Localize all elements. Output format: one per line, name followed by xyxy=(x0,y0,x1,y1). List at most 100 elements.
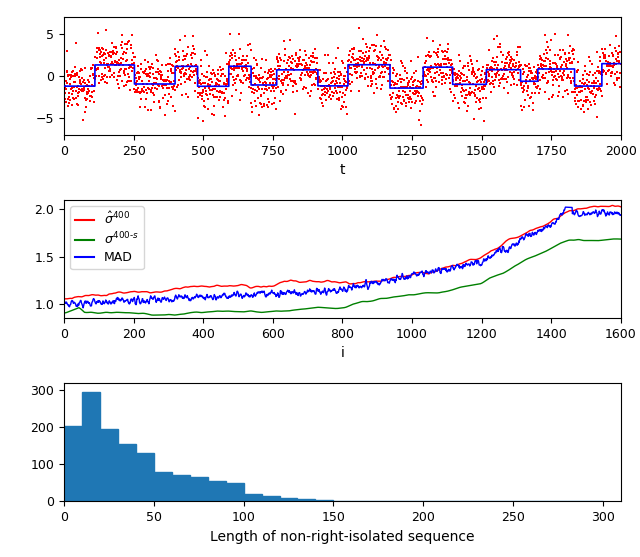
Point xyxy=(198,79,208,87)
Point xyxy=(548,80,558,89)
Point xyxy=(582,105,593,114)
Point xyxy=(461,94,471,103)
Point xyxy=(420,71,430,80)
Point xyxy=(140,55,150,64)
Point xyxy=(593,86,603,95)
Point xyxy=(349,61,359,70)
Point xyxy=(248,81,258,90)
Point xyxy=(549,67,559,76)
Point xyxy=(492,32,502,41)
Point xyxy=(302,68,312,77)
Point xyxy=(312,70,322,79)
Point xyxy=(97,75,108,84)
Point xyxy=(108,50,118,58)
Point xyxy=(268,66,278,75)
Point xyxy=(511,58,521,67)
Point xyxy=(296,59,307,68)
Point xyxy=(360,52,370,61)
Point xyxy=(537,73,547,82)
Point xyxy=(445,87,456,96)
Point xyxy=(526,92,536,101)
Point xyxy=(100,63,111,72)
Point xyxy=(377,68,387,77)
Point xyxy=(68,93,78,102)
Point xyxy=(172,48,182,57)
Point xyxy=(484,69,494,78)
Point xyxy=(151,74,161,82)
Point xyxy=(566,58,577,67)
Point xyxy=(110,60,120,69)
Point xyxy=(266,86,276,95)
Point xyxy=(390,80,400,89)
Point xyxy=(76,77,86,86)
Point xyxy=(447,65,458,74)
Point xyxy=(430,59,440,68)
Point xyxy=(308,49,318,58)
Point xyxy=(330,70,340,79)
Point xyxy=(239,62,249,71)
Point xyxy=(319,84,330,92)
Bar xyxy=(64,426,82,501)
Point xyxy=(560,86,570,95)
Point xyxy=(247,102,257,111)
Point xyxy=(276,87,286,96)
Point xyxy=(422,34,432,43)
Point xyxy=(332,95,342,104)
Point xyxy=(256,63,266,72)
Point xyxy=(71,94,81,102)
Bar xyxy=(189,477,208,501)
Point xyxy=(552,92,563,101)
Point xyxy=(284,61,294,70)
Point xyxy=(286,58,296,67)
Point xyxy=(269,86,279,95)
Point xyxy=(421,51,431,60)
Point xyxy=(414,89,424,97)
Point xyxy=(612,57,622,66)
Point xyxy=(564,55,574,64)
Point xyxy=(438,68,449,77)
Point xyxy=(601,56,611,65)
Point xyxy=(189,86,200,95)
Point xyxy=(335,79,345,87)
Point xyxy=(387,56,397,65)
Point xyxy=(83,85,93,94)
Point xyxy=(363,82,373,91)
Point xyxy=(409,69,419,78)
Point xyxy=(516,78,527,87)
Point xyxy=(381,55,392,64)
Point xyxy=(83,90,93,99)
Point xyxy=(616,60,626,69)
Point xyxy=(282,58,292,67)
Point xyxy=(344,76,355,85)
Point xyxy=(505,67,515,76)
Point xyxy=(275,87,285,96)
Point xyxy=(448,69,458,77)
Point xyxy=(177,80,187,89)
Point xyxy=(575,76,586,85)
Point xyxy=(414,83,424,92)
Point xyxy=(140,85,150,94)
Point xyxy=(278,79,289,88)
Point xyxy=(350,56,360,65)
Point xyxy=(367,41,377,50)
Point xyxy=(265,70,275,79)
Point xyxy=(260,78,271,87)
Point xyxy=(353,55,364,63)
Point xyxy=(554,88,564,97)
Bar xyxy=(298,500,316,501)
Point xyxy=(507,71,517,80)
Point xyxy=(345,69,355,78)
Point xyxy=(474,96,484,105)
Point xyxy=(348,45,358,53)
Point xyxy=(245,72,255,81)
Point xyxy=(328,91,338,100)
Point xyxy=(196,91,207,100)
Point xyxy=(93,46,104,55)
Point xyxy=(492,52,502,61)
Point xyxy=(188,32,198,41)
Point xyxy=(250,101,260,110)
Point xyxy=(187,73,197,82)
Point xyxy=(329,89,339,97)
Point xyxy=(259,102,269,111)
Point xyxy=(353,62,364,71)
